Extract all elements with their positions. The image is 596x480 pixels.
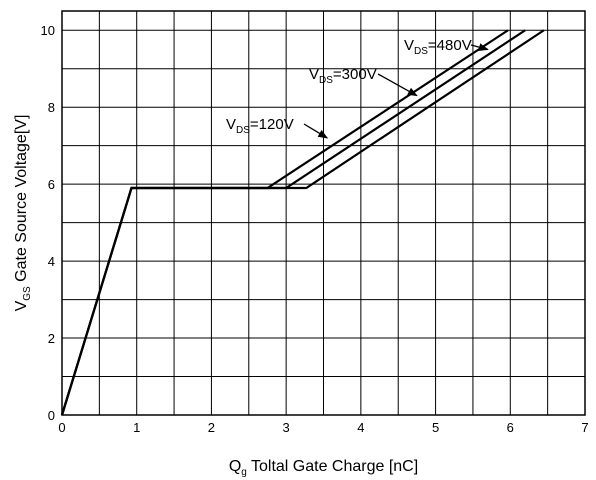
- x-tick-label: 2: [208, 420, 215, 435]
- x-tick-label: 0: [58, 420, 65, 435]
- annotation-arrow: [303, 123, 329, 139]
- annotation-rest: =480V: [428, 37, 472, 54]
- series-group: [60, 29, 545, 416]
- x-tick-label: 4: [357, 420, 364, 435]
- x-tick-label: 5: [432, 420, 439, 435]
- y-tick-label: 10: [41, 23, 55, 38]
- annotation-sub: DS: [319, 75, 333, 86]
- annotation-label: VDS=300V: [309, 66, 377, 86]
- y-tick-label: 6: [48, 177, 55, 192]
- annotation-label: VDS=480V: [404, 37, 472, 57]
- y-tick-label: 0: [48, 408, 55, 423]
- annotation-main: V: [309, 66, 319, 83]
- x-axis-title: Qg Toltal Gate Charge [nC]: [229, 458, 418, 478]
- annotation-main: V: [226, 116, 236, 133]
- annotation-arrow: [470, 43, 489, 52]
- annotation-sub: DS: [414, 46, 428, 57]
- grid: [62, 11, 585, 415]
- annotation-label: VDS=120V: [226, 116, 294, 136]
- y-axis-title-sub: GS: [22, 286, 33, 301]
- x-tick-label: 6: [507, 420, 514, 435]
- y-tick-labels: 0 2 4 6 8 10: [41, 23, 55, 423]
- annotation-sub: DS: [236, 125, 250, 136]
- x-tick-label: 1: [133, 420, 140, 435]
- annotation-arrow: [377, 73, 418, 97]
- y-axis-title-main: V: [13, 300, 30, 311]
- series-line: [60, 29, 545, 416]
- x-tick-label: 3: [283, 420, 290, 435]
- x-axis-title-rest: Toltal Gate Charge [nC]: [247, 458, 418, 475]
- plot-frame: [61, 10, 586, 416]
- x-tick-label: 7: [581, 420, 588, 435]
- x-tick-labels: 0 1 2 3 4 5 6 7: [58, 420, 588, 435]
- y-tick-label: 8: [48, 100, 55, 115]
- y-axis-title: VGS Gate Source Voltage[V]: [13, 115, 33, 312]
- y-axis-title-rest: Gate Source Voltage[V]: [13, 115, 30, 287]
- annotation-rest: =120V: [250, 116, 294, 133]
- x-axis-title-main: Q: [229, 458, 241, 475]
- y-tick-label: 4: [48, 254, 55, 269]
- annotation-rest: =300V: [333, 66, 377, 83]
- y-tick-label: 2: [48, 331, 55, 346]
- annotation-main: V: [404, 37, 414, 54]
- x-axis-title-sub: g: [241, 467, 247, 478]
